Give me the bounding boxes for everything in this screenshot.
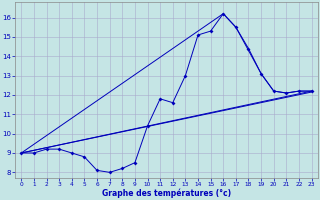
X-axis label: Graphe des températures (°c): Graphe des températures (°c): [102, 188, 231, 198]
